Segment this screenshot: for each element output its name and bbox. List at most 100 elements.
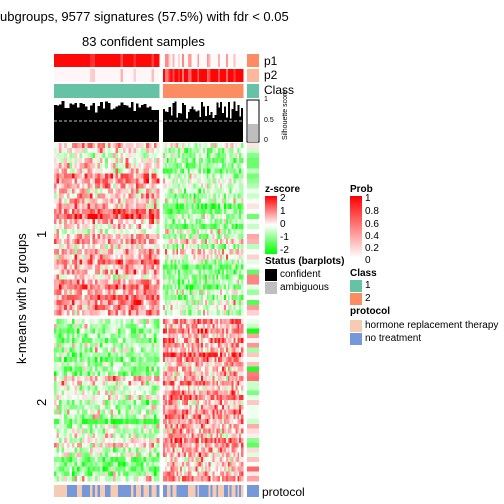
heatmap-cell — [105, 168, 109, 174]
heatmap-cell — [138, 148, 142, 154]
heatmap-cell — [148, 153, 152, 159]
silhouette-bar — [195, 111, 198, 142]
heatmap-cell — [110, 457, 114, 463]
heatmap-cell — [71, 178, 75, 184]
class-cell — [61, 84, 65, 98]
heatmap-cell — [214, 178, 217, 184]
heatmap-cell — [112, 198, 116, 205]
heatmap-cell — [183, 319, 187, 325]
heatmap-cell — [222, 294, 225, 301]
heatmap-cell — [203, 319, 206, 325]
heatmap-cell — [143, 423, 147, 429]
p2-cell — [220, 69, 223, 82]
heatmap-cell — [82, 143, 86, 149]
heatmap-cell — [218, 198, 221, 205]
heatmap-cell — [233, 183, 236, 189]
heatmap-cell — [231, 284, 234, 291]
heatmap-cell — [84, 203, 88, 210]
heatmap-cell — [87, 433, 91, 439]
heatmap-cell — [123, 294, 127, 301]
heatmap-cell — [183, 153, 187, 159]
heatmap-cell — [123, 299, 127, 306]
heatmap-cell — [97, 148, 101, 154]
heatmap-cell — [185, 259, 189, 265]
heatmap-cell — [120, 457, 124, 463]
heatmap-cell — [212, 342, 215, 348]
heatmap-cell — [189, 239, 192, 245]
heatmap-cell — [84, 244, 88, 250]
heatmap-cell — [94, 218, 98, 225]
heatmap-cell — [102, 254, 106, 260]
heatmap-cell — [204, 158, 208, 164]
heatmap-cell — [135, 254, 139, 260]
heatmap-cell — [237, 163, 240, 169]
heatmap-cell — [237, 173, 240, 179]
heatmap-cell — [176, 304, 179, 311]
heatmap-cell — [156, 423, 160, 429]
heatmap-cell — [54, 309, 57, 316]
heatmap-cell — [100, 188, 103, 194]
heatmap-cell — [120, 409, 124, 415]
heatmap-cell — [185, 338, 189, 344]
heatmap-cell — [141, 229, 144, 235]
heatmap-cell — [185, 309, 189, 316]
heatmap-cell — [156, 328, 160, 334]
heatmap-cell — [233, 193, 236, 199]
heatmap-cell — [233, 158, 236, 164]
heatmap-cell — [141, 143, 144, 149]
heatmap-cell — [168, 249, 171, 255]
heatmap-cell — [148, 289, 152, 296]
heatmap-cell — [231, 198, 234, 205]
heatmap-cell — [56, 338, 60, 344]
heatmap-cell — [79, 148, 83, 154]
heatmap-cell — [115, 400, 119, 406]
heatmap-cell — [77, 269, 80, 275]
heatmap-cell — [118, 328, 121, 334]
heatmap-cell — [56, 390, 60, 396]
heatmap-cell — [233, 328, 236, 334]
heatmap-cell — [201, 183, 204, 189]
heatmap-cell — [107, 153, 111, 159]
heatmap-cell — [100, 466, 103, 472]
heatmap-cell — [54, 476, 57, 482]
heatmap-cell — [197, 309, 200, 316]
heatmap-cell — [92, 203, 96, 210]
heatmap-cell — [77, 390, 80, 396]
heatmap-cell — [130, 385, 134, 391]
heatmap-cell — [191, 203, 194, 210]
heatmap-cell — [231, 244, 234, 250]
heatmap-cell — [199, 163, 202, 169]
heatmap-cell — [216, 299, 219, 306]
heatmap-cell — [210, 304, 213, 311]
heatmap-cell — [128, 274, 132, 280]
heatmap-cell — [79, 249, 83, 255]
heatmap-cell — [156, 244, 160, 250]
heatmap-cell — [128, 471, 132, 477]
heatmap-cell — [69, 309, 73, 316]
heatmap-cell — [100, 328, 103, 334]
heatmap-cell — [189, 357, 192, 363]
heatmap-cell — [153, 188, 157, 194]
heatmap-cell — [203, 188, 206, 194]
heatmap-cell — [227, 193, 230, 199]
class-cell — [231, 84, 234, 98]
heatmap-cell — [197, 357, 200, 363]
heatmap-cell — [135, 249, 139, 255]
heatmap-cell — [97, 461, 101, 468]
heatmap-cell — [180, 223, 183, 230]
heatmap-cell — [146, 423, 150, 429]
heatmap-cell — [168, 183, 171, 189]
heatmap-cell — [138, 352, 142, 358]
heatmap-cell — [110, 447, 114, 453]
heatmap-cell — [166, 208, 170, 215]
heatmap-cell — [94, 461, 98, 468]
heatmap-cell — [71, 404, 75, 410]
heatmap-cell — [115, 178, 119, 184]
heatmap-cell — [105, 203, 109, 210]
heatmap-cell — [128, 319, 132, 325]
heatmap-cell — [203, 299, 206, 306]
heatmap-cell — [189, 158, 192, 164]
heatmap-cell — [54, 299, 57, 306]
heatmap-cell — [203, 279, 206, 285]
heatmap-cell — [130, 294, 134, 301]
